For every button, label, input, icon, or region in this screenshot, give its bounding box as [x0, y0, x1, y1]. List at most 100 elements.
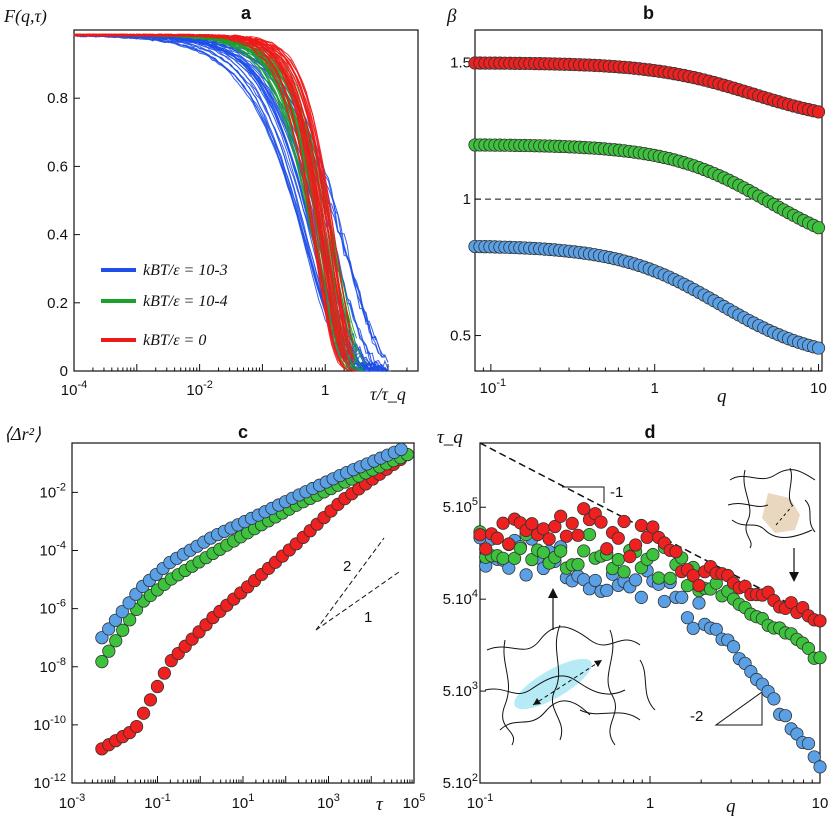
data-point [496, 551, 510, 565]
x-tick-label: 10-4 [61, 379, 87, 399]
y-tick-label: 10-4 [40, 540, 66, 560]
series-red [95, 447, 414, 756]
data-point [657, 594, 672, 609]
x-tick-label: 10-1 [144, 792, 170, 812]
data-point [801, 736, 816, 751]
data-point [123, 613, 137, 627]
slope-marker [562, 486, 605, 503]
data-curve [73, 34, 389, 372]
panel-d-xlabel: q [726, 796, 736, 817]
x-tick-label: 10-3 [59, 792, 85, 812]
data-point [542, 532, 556, 546]
data-point [115, 604, 129, 619]
data-point [577, 544, 591, 558]
series-green [468, 138, 826, 235]
arrow-line [775, 504, 794, 526]
data-point [565, 516, 579, 530]
data-point [634, 518, 648, 533]
data-point [778, 709, 793, 723]
data-point [663, 571, 677, 585]
network-inset-icon [727, 467, 816, 549]
series-green [473, 525, 827, 665]
y-tick-label: 5.105 [443, 496, 478, 516]
y-tick-label: 5.102 [443, 772, 478, 792]
data-point [675, 590, 689, 604]
arrow-head [789, 572, 799, 582]
data-point [646, 520, 660, 534]
data-point [811, 341, 826, 355]
data-point [548, 519, 562, 534]
data-point [588, 573, 602, 588]
legend-label: kBT/ε = 0 [143, 332, 206, 349]
data-point [108, 613, 123, 627]
network-strand [552, 624, 563, 741]
data-point [813, 651, 827, 665]
panel-b: b β q 10-1 1 10 0.5 1 1.5 [446, 3, 827, 407]
data-point [692, 578, 706, 593]
y-tick-label: 10-6 [40, 598, 66, 618]
data-point [479, 542, 493, 556]
data-point [582, 527, 597, 542]
data-point [109, 634, 123, 648]
legend-label: kBT/ε = 10-4 [143, 293, 228, 310]
panel-a-frame [73, 29, 419, 372]
series-blue [468, 239, 826, 355]
data-point [502, 537, 516, 551]
data-point [611, 553, 625, 567]
data-point [95, 631, 109, 645]
data-point [692, 596, 706, 610]
panel-b-title: b [643, 3, 654, 23]
data-point [807, 750, 821, 764]
data-point [525, 517, 539, 531]
network-strand [731, 519, 813, 538]
data-point [490, 531, 504, 545]
panel-c: c ⟨Δr²⟩ τ 10-3 10-1 101 103 105 10-12 10-10 10-8 10… [4, 422, 425, 815]
x-tick-label: 10-2 [186, 379, 212, 399]
x-tick-label: 10 [810, 380, 827, 397]
y-tick-label: 5.103 [443, 680, 478, 700]
slope-triangle [714, 691, 763, 726]
y-tick-label: 0 [60, 363, 68, 380]
data-point [525, 552, 539, 567]
data-point [150, 679, 165, 694]
arrow-head [533, 698, 541, 705]
x-tick-label: 1 [651, 380, 659, 397]
data-point [709, 622, 723, 636]
x-tick-label: 105 [403, 792, 426, 812]
network-strand [486, 626, 641, 651]
data-point [559, 529, 574, 543]
network-strand [484, 675, 626, 695]
panel-d-title: d [645, 422, 656, 442]
data-point [617, 565, 631, 579]
panel-d: d τ_qq 10-1 1 10 5.102 5.103 5.104 5.105 -1 -2 [437, 422, 828, 817]
data-curve [73, 33, 345, 342]
series-blue [473, 531, 827, 774]
data-point [102, 644, 116, 658]
data-point [129, 719, 144, 734]
panel-b-xlabel: q [717, 386, 727, 407]
y-tick-label: 0.6 [47, 158, 68, 175]
x-tick-label: 10-1 [480, 377, 506, 397]
data-point [95, 655, 109, 669]
network-strand [499, 700, 591, 731]
x-tick-label: 101 [232, 792, 255, 812]
data-point [611, 531, 625, 545]
panel-d-ylabel: τ_q [437, 427, 463, 448]
data-curve [73, 33, 389, 372]
data-point [571, 557, 585, 572]
panel-b-frame [474, 29, 823, 372]
data-curve [73, 33, 354, 372]
y-tick-label: 10-12 [33, 772, 66, 792]
panel-c-xlabel: τ [376, 794, 384, 815]
data-point [136, 706, 151, 720]
legend-label: kBT/ε = 10-3 [143, 262, 228, 279]
data-point [157, 666, 171, 680]
y-tick-label: 0.8 [47, 90, 68, 107]
slope-label: 1 [364, 609, 372, 626]
data-point [813, 760, 827, 774]
network-strand [727, 503, 769, 507]
network-strand [607, 629, 616, 746]
network-inset-icon [484, 624, 656, 746]
x-tick-label: 10 [812, 795, 829, 812]
